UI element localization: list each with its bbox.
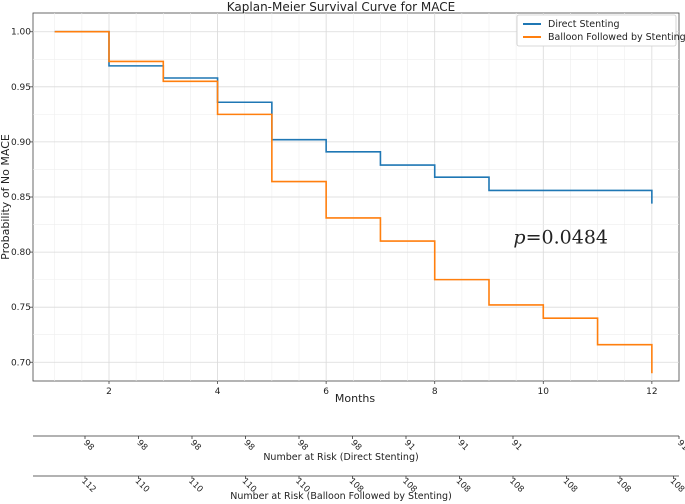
risk-value: 108 bbox=[561, 476, 580, 495]
x-tick-label: 8 bbox=[432, 387, 438, 397]
p-value-text: =0.0484 bbox=[526, 226, 608, 248]
legend: Direct Stenting Balloon Followed by Sten… bbox=[516, 14, 685, 47]
risk-value: 108 bbox=[454, 476, 473, 495]
legend-label-direct-stenting: Direct Stenting bbox=[548, 19, 620, 30]
risk-value: 108 bbox=[507, 476, 526, 495]
p-value-symbol: p bbox=[513, 226, 525, 248]
risk-value: 98 bbox=[188, 438, 203, 453]
x-tick-label: 12 bbox=[646, 387, 657, 397]
risk-value: 98 bbox=[349, 438, 364, 453]
risk-value: 110 bbox=[186, 476, 205, 495]
y-tick-label: 1.00 bbox=[11, 28, 31, 38]
risk-value: 91 bbox=[675, 438, 685, 453]
risk-value: 108 bbox=[668, 476, 685, 495]
y-tick-label: 0.70 bbox=[11, 358, 31, 368]
y-tick-label: 0.90 bbox=[11, 138, 31, 148]
y-tick-label: 0.80 bbox=[11, 248, 31, 258]
grid-lines bbox=[33, 13, 679, 381]
risk-value: 110 bbox=[133, 476, 152, 495]
x-tick-label: 4 bbox=[215, 387, 221, 397]
risk-value: 108 bbox=[614, 476, 633, 495]
risk-value: 98 bbox=[242, 438, 257, 453]
y-tick-label: 0.75 bbox=[11, 303, 31, 313]
x-axis-ticks: 2 4 6 8 10 12 bbox=[106, 381, 658, 397]
risk-title-balloon-followed-by-stenting: Number at Risk (Balloon Followed by Sten… bbox=[230, 491, 452, 502]
series-lines bbox=[54, 30, 653, 374]
legend-label-balloon-followed-by-stenting: Balloon Followed by Stenting bbox=[548, 32, 685, 43]
risk-value: 91 bbox=[402, 438, 417, 453]
x-tick-label: 10 bbox=[538, 387, 550, 397]
risk-table-direct-stenting: 98 98 98 98 98 98 91 91 91 91 Number at Risk (Dir… bbox=[33, 435, 685, 463]
risk-title-direct-stenting: Number at Risk (Direct Stenting) bbox=[263, 452, 418, 463]
risk-value: 98 bbox=[135, 438, 150, 453]
p-value-annotation: p=0.0484 bbox=[513, 226, 608, 248]
chart-title: Kaplan-Meier Survival Curve for MACE bbox=[227, 0, 456, 14]
y-tick-label: 0.85 bbox=[11, 193, 31, 203]
risk-value: 98 bbox=[295, 438, 310, 453]
y-axis-title: Probability of No MACE bbox=[0, 134, 12, 260]
risk-value: 112 bbox=[79, 476, 98, 495]
y-tick-label: 0.95 bbox=[11, 83, 31, 93]
x-axis-title: Months bbox=[335, 392, 375, 405]
series-line-balloon-followed-by-stenting bbox=[54, 30, 653, 374]
risk-table-balloon-followed-by-stenting: 112 110 110 110 110 108 108 108 108 108 108 108 Num… bbox=[33, 475, 685, 502]
risk-values-direct-stenting: 98 98 98 98 98 98 91 91 91 91 bbox=[81, 436, 685, 453]
legend-box bbox=[516, 14, 677, 47]
plot-area: 2 4 6 8 10 12 0.70 0.75 0.80 0.85 0.90 0.95 1.00 p=… bbox=[11, 12, 680, 397]
risk-value: 91 bbox=[509, 438, 524, 453]
x-tick-label: 6 bbox=[323, 387, 329, 397]
x-tick-label: 2 bbox=[106, 387, 112, 397]
risk-value: 98 bbox=[81, 438, 96, 453]
y-axis-ticks: 0.70 0.75 0.80 0.85 0.90 0.95 1.00 bbox=[11, 28, 33, 368]
risk-value: 91 bbox=[456, 438, 471, 453]
